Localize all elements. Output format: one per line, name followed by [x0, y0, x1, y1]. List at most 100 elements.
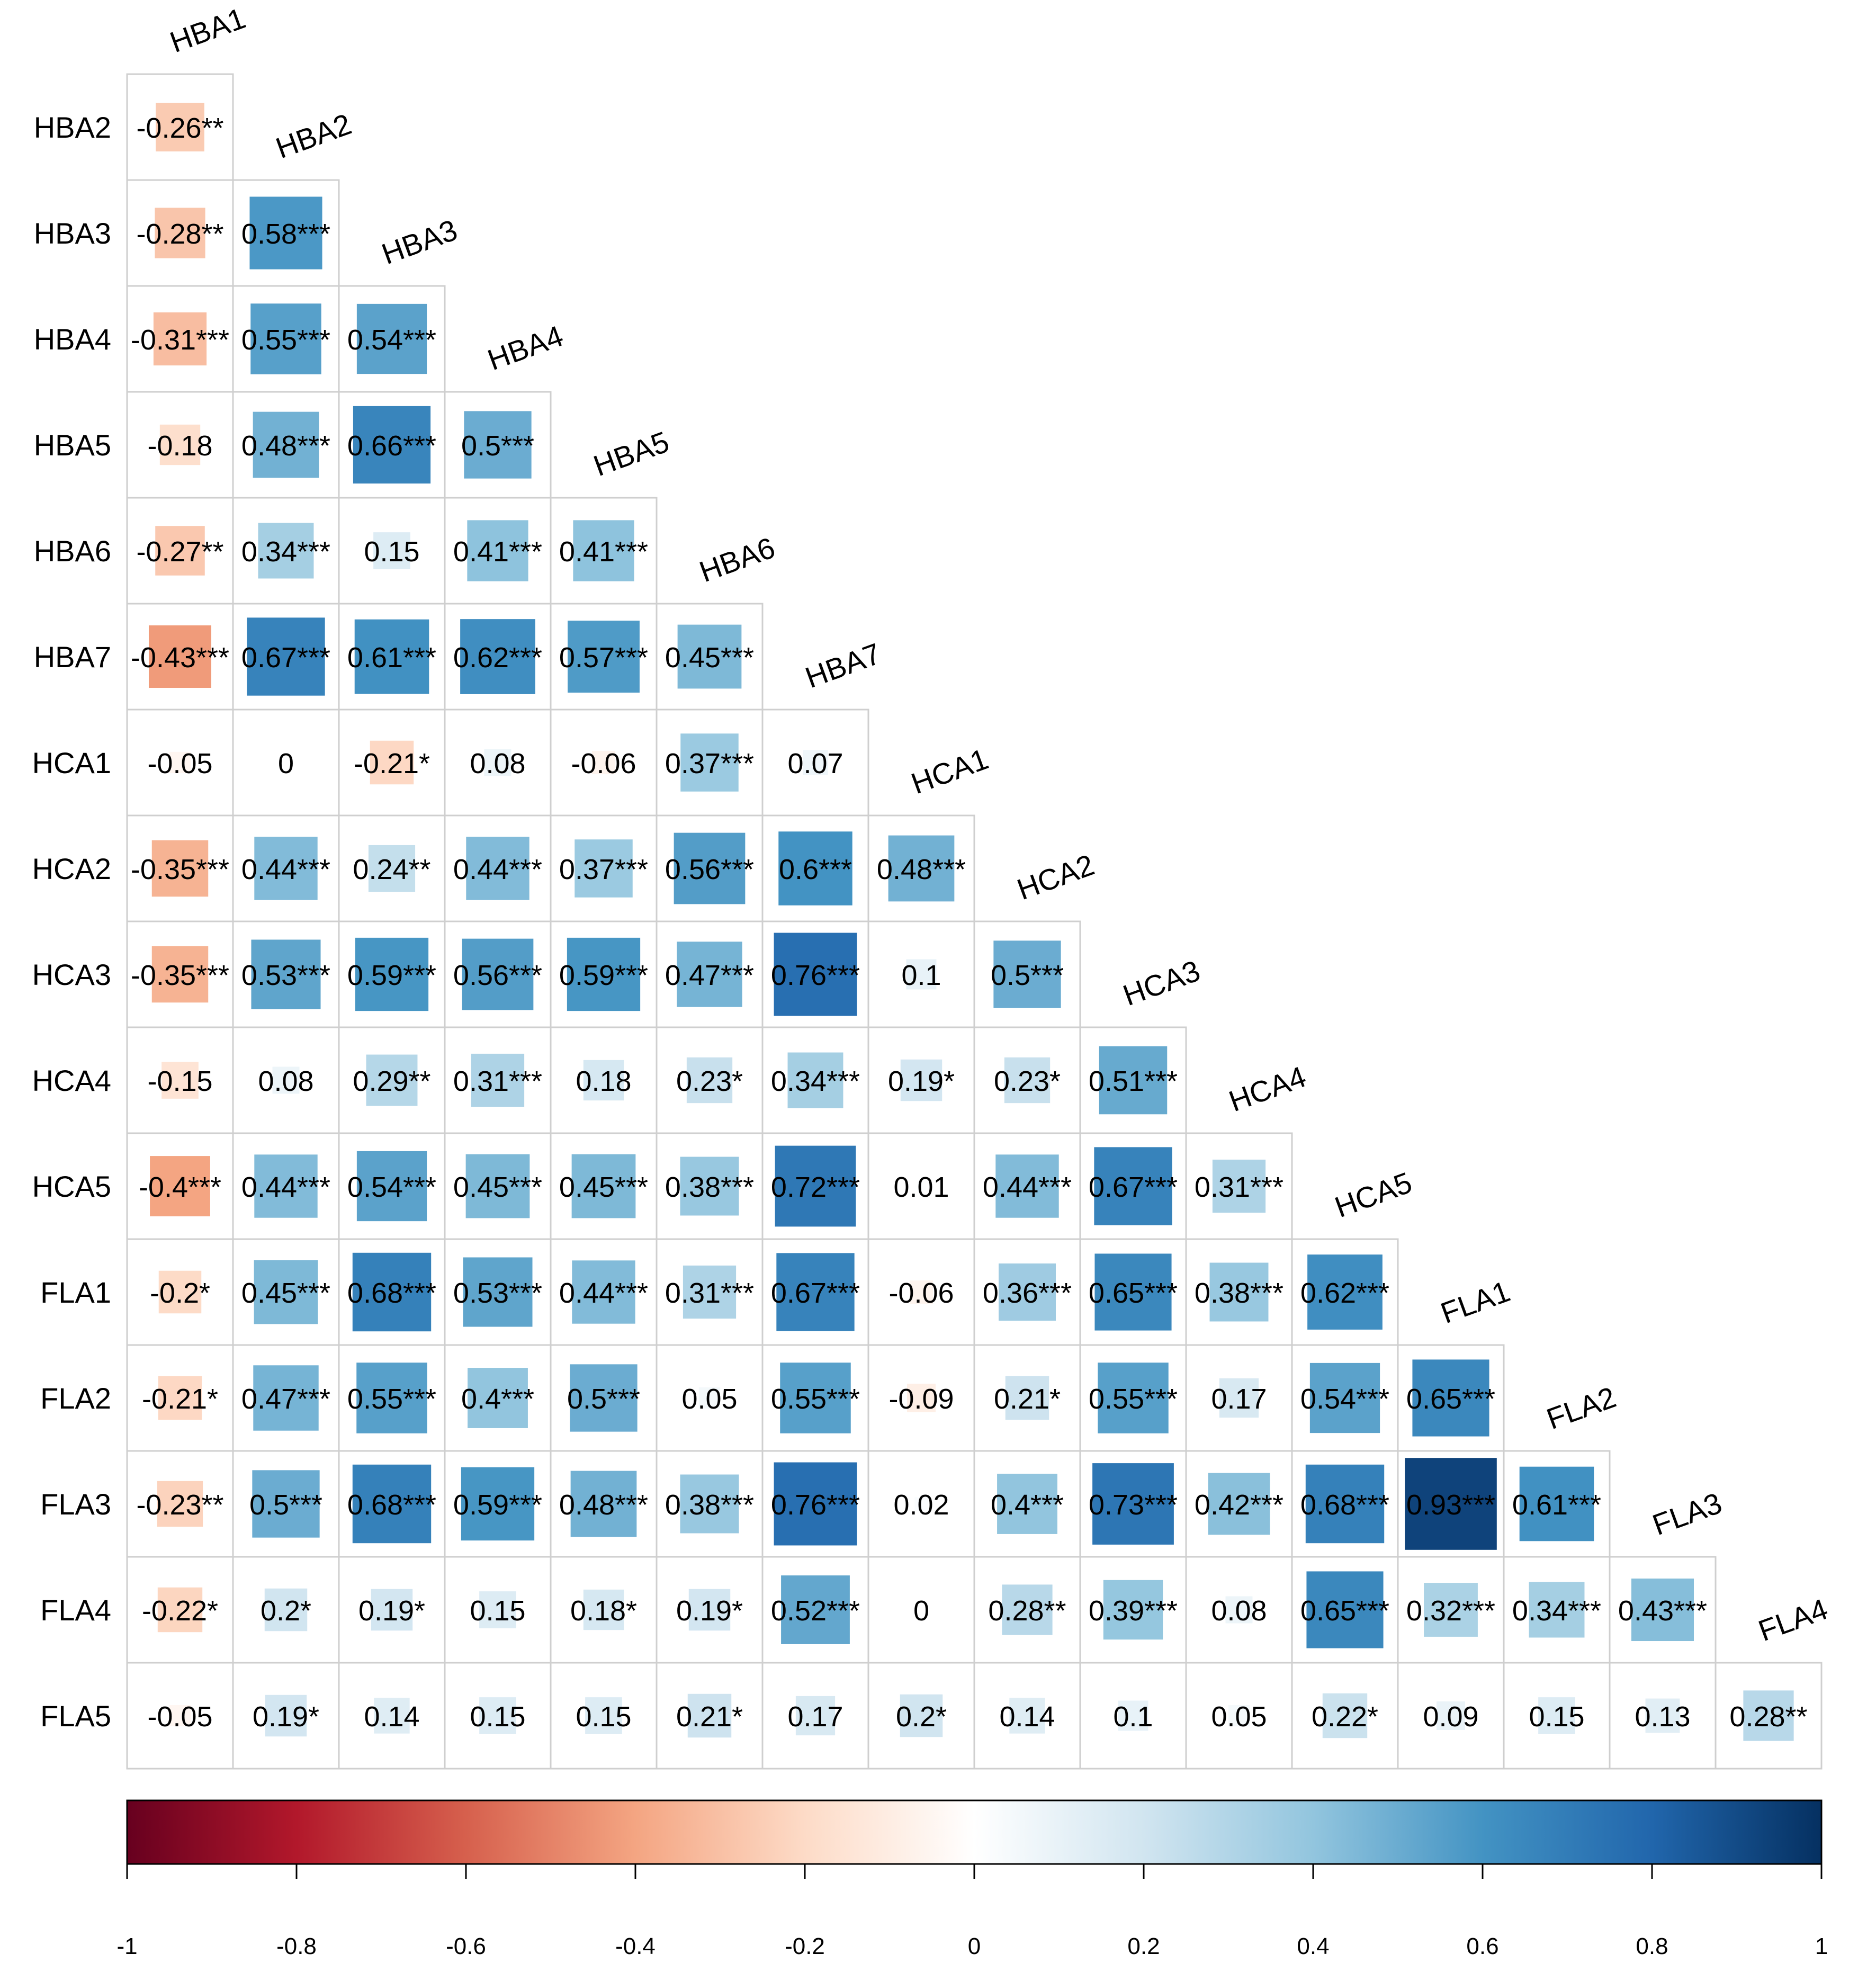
cell: 0.38***: [656, 1132, 764, 1240]
cell-value-label: -0.2*: [150, 1277, 210, 1309]
cell: 0.56***: [656, 814, 764, 922]
cell-value-label: 0.17: [787, 1701, 843, 1733]
cell-square: [575, 839, 633, 898]
cell-square: [1519, 1466, 1594, 1541]
cell-square: [150, 1156, 210, 1216]
cell-square: [1009, 1698, 1045, 1734]
cell-value-label: 0.14: [364, 1701, 419, 1733]
cell: 0.14: [338, 1662, 446, 1770]
cell-square: [157, 1481, 203, 1527]
cell: 0.48***: [232, 391, 340, 499]
cell-square: [570, 1471, 637, 1537]
cell: 0.67***: [1079, 1132, 1187, 1240]
cell: 0.13: [1609, 1662, 1717, 1770]
cell: 0.19*: [338, 1556, 446, 1664]
cell-value-label: 0.68***: [347, 1277, 436, 1309]
row-label: HCA5: [32, 1170, 111, 1203]
cell: 0.53***: [232, 920, 340, 1028]
cell: 0.1: [1079, 1662, 1187, 1770]
cell: 0: [867, 1556, 975, 1664]
cell: 0.09: [1397, 1662, 1505, 1770]
cell-square: [907, 1384, 936, 1412]
cell-value-label: 0.44***: [241, 854, 330, 885]
cell: 0.2*: [232, 1556, 340, 1664]
column-label: HCA5: [1331, 1166, 1416, 1224]
cell-value-label: 0.45***: [665, 642, 754, 674]
cell: 0.93***: [1397, 1450, 1505, 1558]
cell: 0.53***: [444, 1238, 552, 1346]
cell: 0.18*: [550, 1556, 658, 1664]
cell: 0.19*: [867, 1026, 975, 1134]
cell-square: [781, 1575, 850, 1644]
cell-border: [232, 709, 340, 817]
cell: 0.44***: [232, 1132, 340, 1240]
cell-square: [468, 1368, 528, 1428]
colorbar-tick-label: 0.8: [1636, 1933, 1668, 1959]
cell: 0.23*: [973, 1026, 1081, 1134]
cell-value-label: 0.14: [999, 1701, 1055, 1733]
cell-value-label: 0.31***: [453, 1065, 542, 1097]
cell-value-label: -0.18: [147, 430, 212, 462]
cell-square: [153, 312, 207, 366]
cell: 0.66***: [338, 391, 446, 499]
cell-value-label: 0.05: [1211, 1701, 1267, 1733]
cell-value-label: 0.21*: [994, 1383, 1061, 1415]
column-label: HBA2: [272, 107, 356, 165]
cell-square: [254, 1260, 318, 1324]
cell-value-label: 0.4***: [991, 1489, 1064, 1521]
cell: 0.59***: [550, 920, 658, 1028]
cell-value-label: 0.13: [1635, 1701, 1690, 1733]
cell-square: [803, 750, 828, 775]
cell: 0.55***: [1079, 1344, 1187, 1452]
cell-square: [366, 1054, 418, 1106]
cell-value-label: -0.21*: [142, 1383, 218, 1415]
cell-square: [1225, 1596, 1253, 1624]
cell-value-label: 0.51***: [1089, 1065, 1178, 1097]
cell-square: [776, 1253, 855, 1331]
row-label: HBA4: [34, 322, 111, 356]
row-label: HCA4: [32, 1064, 111, 1097]
cell-value-label: 0.54***: [347, 324, 436, 356]
cell-square: [484, 749, 511, 776]
cell: 0.1: [867, 920, 975, 1028]
cell-value-label: 0.45***: [559, 1171, 648, 1203]
row-label: HCA3: [32, 958, 111, 991]
cell-value-label: 0.18: [576, 1065, 631, 1097]
cell-value-label: 0.19*: [253, 1701, 319, 1733]
cell-square: [373, 532, 410, 569]
cell-value-label: -0.22*: [142, 1595, 218, 1627]
cell: 0.41***: [444, 497, 552, 605]
cell-square: [780, 1363, 851, 1433]
cell: 0.72***: [761, 1132, 869, 1240]
column-label: HBA5: [589, 425, 674, 482]
cell-square: [249, 196, 322, 270]
cell-value-label: 0.53***: [453, 1277, 542, 1309]
cell: 0.61***: [338, 603, 446, 711]
cell: 0.24**: [338, 814, 446, 922]
cell-square: [573, 520, 634, 581]
cell-square: [148, 625, 212, 688]
cell-square: [1306, 1571, 1384, 1648]
cell-square: [568, 621, 640, 693]
cell-value-label: 0.47***: [241, 1383, 330, 1415]
cell-value-label: 0.47***: [665, 960, 754, 991]
cell-value-label: 0.5***: [991, 960, 1064, 991]
cell-value-label: 0.58***: [241, 218, 330, 250]
cell-value-label: 0.53***: [241, 960, 330, 991]
cell-value-label: 0.24**: [353, 854, 430, 885]
row-label: HBA3: [34, 217, 111, 250]
cell: -0.21*: [338, 709, 446, 817]
cell-square: [917, 1181, 926, 1191]
cell-square: [352, 1464, 432, 1544]
row-label: HCA2: [32, 852, 111, 885]
cell-square: [1228, 1705, 1250, 1727]
cell-square: [591, 750, 616, 775]
row-label: FLA4: [40, 1593, 111, 1627]
cell-square: [465, 1154, 530, 1218]
cell-square: [900, 1694, 943, 1737]
cell-value-label: -0.27**: [136, 536, 223, 568]
cell-value-label: 0.18*: [570, 1595, 637, 1627]
cell-square: [1424, 1583, 1478, 1637]
cell: 0.21*: [973, 1344, 1081, 1452]
cell-square: [698, 1387, 721, 1409]
